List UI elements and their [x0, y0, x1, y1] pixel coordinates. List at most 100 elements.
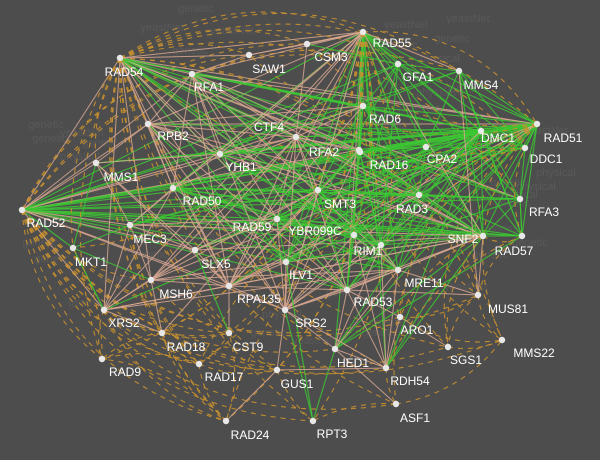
edge-coexpression — [285, 63, 399, 263]
edge-physical — [228, 136, 297, 287]
node-label-rpb2: RPB2 — [157, 129, 189, 143]
edge-coexpression — [191, 73, 319, 191]
edge-physical — [95, 162, 131, 226]
edge-physical — [95, 162, 230, 287]
graph-node-mms22[interactable] — [498, 336, 506, 344]
graph-node-mre11[interactable] — [394, 266, 402, 274]
watermark-text: physical — [516, 181, 556, 193]
node-label-yhb1: YHB1 — [225, 160, 257, 174]
edge-genetic — [101, 358, 227, 422]
graph-node-rfa1[interactable] — [188, 70, 196, 78]
graph-node-ybr099c[interactable] — [350, 231, 358, 239]
edge-coexpression — [284, 309, 314, 422]
edge-physical — [295, 43, 308, 138]
graph-node-rad6[interactable] — [359, 102, 367, 110]
edge-genetic — [119, 57, 314, 422]
node-layer[interactable] — [18, 28, 541, 425]
graph-node-rfa3[interactable] — [516, 195, 524, 203]
graph-node-smt3[interactable] — [314, 186, 322, 194]
edge-genetic — [98, 309, 105, 360]
graph-node-saw1[interactable] — [245, 51, 253, 59]
node-label-rad57: RAD57 — [495, 244, 534, 258]
graph-node-msh6[interactable] — [147, 276, 155, 284]
graph-node-slx5[interactable] — [191, 246, 199, 254]
edge-coexpression — [276, 218, 287, 263]
graph-node-rad55[interactable] — [359, 28, 367, 36]
graph-node-gus1[interactable] — [273, 366, 281, 374]
edge-genetic — [447, 339, 503, 350]
edge-coexpression — [147, 123, 482, 132]
graph-node-rdh54[interactable] — [382, 364, 390, 372]
graph-node-rad3[interactable] — [415, 191, 423, 199]
graph-node-rad24[interactable] — [222, 417, 230, 425]
graph-node-cst9[interactable] — [225, 329, 233, 337]
edge-coexpression — [397, 194, 420, 271]
graph-node-yhb1[interactable] — [216, 150, 224, 158]
graph-node-rad52[interactable] — [18, 206, 26, 214]
graph-node-mkt1[interactable] — [69, 244, 77, 252]
graph-node-hed1[interactable] — [331, 345, 339, 353]
graph-node-rad9[interactable] — [98, 355, 106, 363]
graph-node-rad53[interactable] — [343, 286, 351, 294]
graph-node-mms4[interactable] — [455, 67, 463, 75]
graph-node-mms1[interactable] — [92, 159, 100, 167]
edge-physical — [284, 289, 348, 311]
edge-genetic — [395, 339, 503, 405]
graph-node-rad54[interactable] — [116, 54, 124, 62]
edge-coexpression — [362, 70, 460, 107]
graph-node-dmc1[interactable] — [477, 127, 485, 135]
watermark-text: genetic — [382, 39, 418, 51]
edge-coexpression — [119, 57, 521, 200]
graph-node-asf1[interactable] — [392, 400, 400, 408]
graph-node-aro1[interactable] — [396, 313, 404, 321]
edge-genetic — [198, 147, 526, 365]
edge-coexpression — [521, 123, 538, 237]
graph-node-rad57[interactable] — [518, 232, 526, 240]
edge-physical — [129, 31, 364, 226]
graph-node-gfa1[interactable] — [394, 60, 402, 68]
graph-node-rad50[interactable] — [169, 184, 177, 192]
edge-physical — [191, 54, 250, 75]
edge-physical — [228, 218, 278, 287]
watermark-text: yeastNet — [446, 13, 489, 25]
edge-physical — [346, 289, 401, 318]
edge-physical — [147, 123, 348, 291]
graph-node-ilv1[interactable] — [282, 258, 290, 266]
graph-node-rad18[interactable] — [158, 329, 166, 337]
edge-genetic — [109, 57, 163, 334]
graph-node-rad16[interactable] — [356, 148, 364, 156]
edge-coexpression — [458, 70, 538, 125]
graph-node-rpa135[interactable] — [225, 282, 233, 290]
node-label-cst9: CST9 — [233, 340, 264, 354]
graph-node-xrs2[interactable] — [100, 306, 108, 314]
edge-coexpression — [359, 151, 382, 246]
node-label-rfa3: RFA3 — [529, 205, 559, 219]
graph-node-mec3[interactable] — [126, 221, 134, 229]
graph-node-sgs1[interactable] — [444, 343, 452, 351]
graph-node-rpt3[interactable] — [309, 417, 317, 425]
graph-node-rad59[interactable] — [273, 215, 281, 223]
edge-genetic — [21, 209, 387, 375]
graph-node-cpa2[interactable] — [422, 143, 430, 151]
graph-node-rpb2[interactable] — [144, 120, 152, 128]
graph-node-snf2[interactable] — [479, 232, 487, 240]
edge-physical — [147, 123, 420, 196]
graph-node-csm3[interactable] — [303, 40, 311, 48]
edge-coexpression — [219, 146, 427, 155]
edge-coexpression — [358, 149, 521, 200]
graph-node-mus81[interactable] — [474, 291, 482, 299]
edge-physical — [129, 224, 196, 251]
graph-node-rim1[interactable] — [377, 241, 385, 249]
edge-physical — [95, 162, 196, 251]
edge-coexpression — [21, 189, 319, 211]
graph-node-srs2[interactable] — [281, 306, 289, 314]
graph-node-rad17[interactable] — [195, 360, 203, 368]
graph-node-ddc1[interactable] — [521, 144, 529, 152]
node-label-cpa2: CPA2 — [427, 152, 458, 166]
edge-coexpression — [346, 234, 355, 291]
edge-coexpression — [480, 130, 484, 237]
graph-node-ctf4[interactable] — [292, 133, 300, 141]
graph-node-rad51[interactable] — [533, 120, 541, 128]
